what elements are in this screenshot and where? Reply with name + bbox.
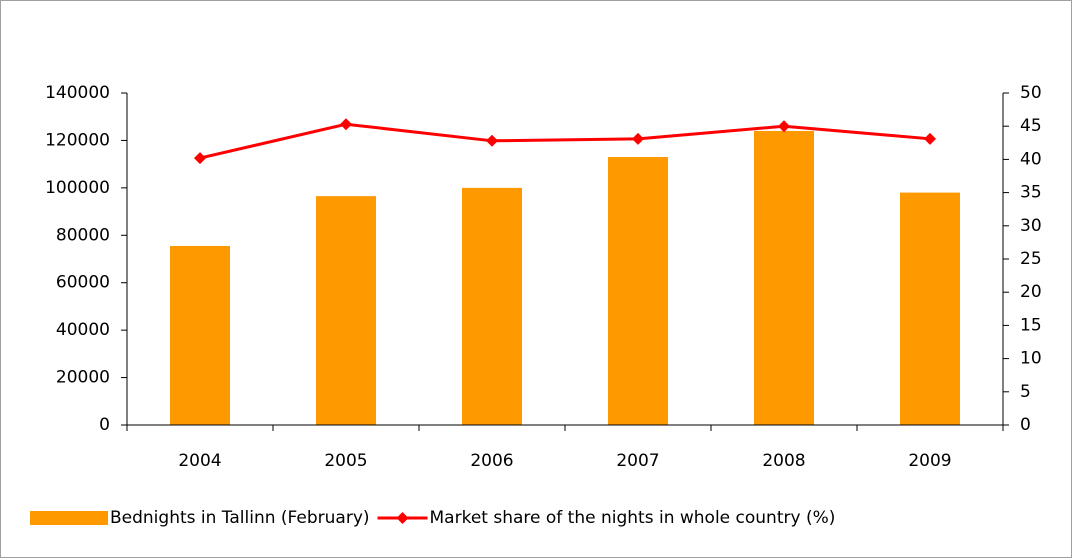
- bar: [608, 157, 668, 425]
- y-tick-label: 120000: [45, 130, 110, 150]
- x-tick-label: 2006: [470, 451, 513, 471]
- line-marker: [194, 152, 206, 165]
- y2-tick-label: 15: [1020, 315, 1042, 335]
- legend-marker: [396, 512, 409, 524]
- legend-swatch: [30, 511, 108, 525]
- line: [199, 122, 931, 160]
- y-tick-label: 0: [99, 415, 110, 435]
- bar: [754, 130, 814, 425]
- y-tick-label: 100000: [45, 178, 110, 198]
- legend-label: Bednights in Tallinn (February): [110, 508, 370, 528]
- y2-tick-label: 45: [1020, 116, 1042, 136]
- y2-tick-label: 50: [1020, 83, 1042, 103]
- y2-tick-label: 10: [1020, 349, 1042, 369]
- bar: [316, 196, 376, 425]
- y2-tick-label: 20: [1020, 282, 1042, 302]
- y-tick-label: 80000: [56, 225, 110, 245]
- y2-tick-label: 25: [1020, 249, 1042, 269]
- x-tick-label: 2004: [178, 451, 221, 471]
- line-marker: [486, 134, 498, 147]
- y-tick-label: 140000: [45, 83, 110, 103]
- y2-tick-label: 40: [1020, 149, 1042, 169]
- bar: [170, 245, 230, 425]
- line-marker: [632, 132, 644, 145]
- y2-tick-label: 30: [1020, 216, 1042, 236]
- line-marker: [340, 118, 352, 131]
- line-marker: [778, 120, 790, 133]
- x-tick-label: 2007: [616, 451, 659, 471]
- legend-label: Market share of the nights in whole coun…: [430, 508, 836, 528]
- bar: [900, 192, 960, 425]
- y-tick-label: 20000: [56, 368, 110, 388]
- line-marker: [924, 132, 936, 145]
- y2-tick-label: 0: [1020, 415, 1031, 435]
- y-tick-label: 60000: [56, 273, 110, 293]
- y2-tick-label: 5: [1020, 382, 1031, 402]
- x-tick-label: 2005: [324, 451, 367, 471]
- bar: [462, 187, 522, 425]
- y-tick-label: 40000: [56, 320, 110, 340]
- x-tick-label: 2009: [908, 451, 951, 471]
- x-tick-label: 2008: [762, 451, 805, 471]
- y2-tick-label: 35: [1020, 183, 1042, 203]
